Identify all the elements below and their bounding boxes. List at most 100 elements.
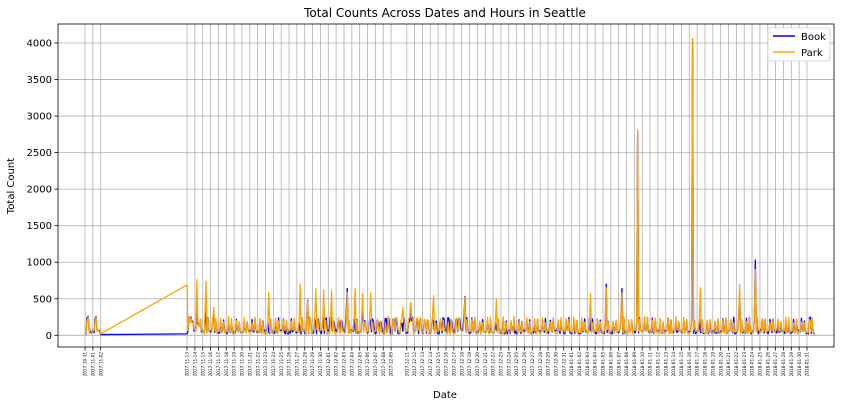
x-tick-label: 2018-01-06 xyxy=(608,352,613,377)
x-tick-label: 2017-12-09 xyxy=(389,352,394,377)
x-tick-label: 2018-01-08 xyxy=(624,352,629,377)
x-tick-label: 2017-11-24 xyxy=(271,352,276,377)
x-tick-label: 2017-12-14 xyxy=(428,352,433,377)
x-tick-label: 2018-01-20 xyxy=(718,352,723,377)
x-tick-label: 2017-11-21 xyxy=(247,352,252,377)
x-tick-label: 2018-01-02 xyxy=(577,352,582,377)
x-tick-label: 2017-12-26 xyxy=(522,352,527,377)
y-tick-label: 4000 xyxy=(27,39,52,50)
x-tick-label: 2017-12-13 xyxy=(420,352,425,377)
x-tick-label: 2018-01-15 xyxy=(679,352,684,377)
x-tick-label: 2017-12-29 xyxy=(546,352,551,377)
x-tick-label: 2017-12-28 xyxy=(538,352,543,377)
series-layer xyxy=(84,37,816,336)
x-tick-label: 2017-11-22 xyxy=(255,352,260,377)
x-tick-label: 2018-01-27 xyxy=(773,352,778,377)
x-tick-label: 2017-12-25 xyxy=(514,352,519,377)
x-tick-label: 2017-12-11 xyxy=(404,352,409,377)
x-tick-label: 2017-12-08 xyxy=(381,352,386,377)
x-tick-label: 2018-01-09 xyxy=(632,352,637,377)
x-tick-label: 2017-11-15 xyxy=(200,352,205,377)
x-tick-label: 2017-12-18 xyxy=(459,352,464,377)
x-tick-label: 2017-11-17 xyxy=(216,352,221,377)
x-tick-label: 2017-12-22 xyxy=(491,352,496,377)
x-tick-label: 2017-12-17 xyxy=(451,352,456,377)
x-tick-label: 2017-12-05 xyxy=(357,352,362,377)
x-tick-label: 2017-11-02 xyxy=(98,352,103,377)
x-tick-label: 2017-11-13 xyxy=(185,352,190,377)
x-tick-label: 2017-12-03 xyxy=(342,352,347,377)
y-axis-label: Total Count xyxy=(6,158,17,215)
x-tick-label: 2017-12-20 xyxy=(475,352,480,377)
x-tick-label: 2018-01-30 xyxy=(797,352,802,377)
x-tick-label: 2017-12-30 xyxy=(553,352,558,377)
y-tick-label: 3500 xyxy=(27,75,52,86)
y-tick-label: 3000 xyxy=(27,112,52,123)
x-tick-label: 2017-12-01 xyxy=(326,352,331,377)
x-tick-label: 2017-12-19 xyxy=(467,352,472,377)
x-tick-label: 2017-12-12 xyxy=(412,352,417,377)
x-axis-label: Date xyxy=(433,390,457,401)
x-tick-label: 2017-12-15 xyxy=(436,352,441,377)
x-tick-label: 2018-01-16 xyxy=(687,352,692,377)
x-tick-label: 2017-12-16 xyxy=(444,352,449,377)
x-tick-label: 2018-01-23 xyxy=(742,352,747,377)
x-tick-label: 2018-01-01 xyxy=(569,352,574,377)
x-tick-label: 2018-01-14 xyxy=(671,352,676,377)
legend-label-book: Book xyxy=(801,32,826,43)
x-tick-label: 2017-10-31 xyxy=(83,352,88,377)
x-tick-label: 2017-12-24 xyxy=(506,352,511,377)
x-tick-label: 2018-01-12 xyxy=(655,352,660,377)
x-tick-label: 2018-01-18 xyxy=(703,352,708,377)
x-tick-label: 2018-01-10 xyxy=(640,352,645,377)
x-tick-label: 2018-01-04 xyxy=(593,352,598,377)
x-tick-label: 2018-01-22 xyxy=(734,352,739,377)
x-tick-label: 2018-01-03 xyxy=(585,352,590,377)
x-tick-label: 2017-11-16 xyxy=(208,352,213,377)
series-line-park xyxy=(84,37,816,336)
x-tick-label: 2017-11-25 xyxy=(279,352,284,377)
grid-layer xyxy=(58,24,834,347)
x-tick-label: 2018-01-05 xyxy=(601,352,606,377)
x-tick-label: 2018-01-19 xyxy=(710,352,715,377)
chart-title: Total Counts Across Dates and Hours in S… xyxy=(303,6,586,20)
legend-label-park: Park xyxy=(801,48,823,59)
x-tick-label: 2017-11-27 xyxy=(294,352,299,377)
x-tick-label: 2017-12-06 xyxy=(365,352,370,377)
x-tick-label: 2017-12-27 xyxy=(530,352,535,377)
y-tick-label: 500 xyxy=(33,294,52,305)
x-tick-label: 2017-12-07 xyxy=(373,352,378,377)
x-tick-label: 2017-11-26 xyxy=(287,352,292,377)
x-tick-label: 2018-01-25 xyxy=(758,352,763,377)
y-tick-label: 0 xyxy=(46,331,52,342)
x-tick-label: 2017-11-18 xyxy=(224,352,229,377)
x-tick-label: 2017-11-01 xyxy=(90,352,95,377)
x-tick-label: 2018-01-31 xyxy=(805,352,810,377)
x-tick-label: 2017-12-04 xyxy=(349,352,354,377)
y-tick-label: 1000 xyxy=(27,258,52,269)
x-tick-label: 2018-01-21 xyxy=(726,352,731,377)
x-tick-label: 2017-11-14 xyxy=(192,352,197,377)
x-tick-label: 2018-01-17 xyxy=(695,352,700,377)
legend: Book Park xyxy=(767,27,831,62)
x-tick-label: 2017-12-02 xyxy=(334,352,339,377)
x-tick-label: 2017-12-31 xyxy=(561,352,566,377)
x-tick-label: 2017-11-19 xyxy=(232,352,237,377)
x-tick-label: 2017-11-28 xyxy=(302,352,307,377)
x-tick-label: 2018-01-29 xyxy=(789,352,794,377)
y-tick-layer: 0 500 1000 1500 2000 2500 3000 3500 4000 xyxy=(27,39,58,342)
y-tick-label: 1500 xyxy=(27,221,52,232)
x-tick-label: 2017-11-23 xyxy=(263,352,268,377)
x-tick-label: 2018-01-13 xyxy=(663,352,668,377)
x-tick-label: 2017-12-23 xyxy=(499,352,504,377)
x-tick-label: 2017-11-20 xyxy=(240,352,245,377)
x-tick-label: 2018-01-07 xyxy=(616,352,621,377)
y-tick-label: 2500 xyxy=(27,148,52,159)
x-tick-label: 2017-11-30 xyxy=(318,352,323,377)
x-tick-label: 2018-01-24 xyxy=(750,352,755,377)
x-tick-label: 2018-01-26 xyxy=(765,352,770,377)
x-tick-label: 2017-11-29 xyxy=(310,352,315,377)
x-tick-layer: 2017-10-31 2017-11-01 2017-11-02 2017-11-13… xyxy=(83,347,810,376)
x-tick-label: 2017-12-21 xyxy=(483,352,488,377)
